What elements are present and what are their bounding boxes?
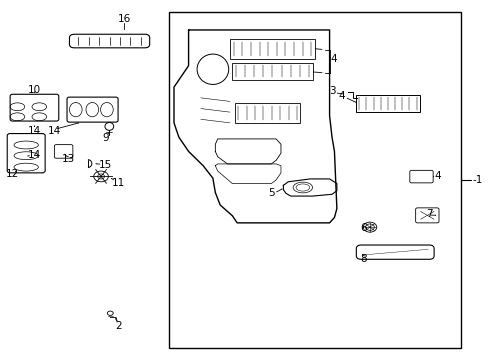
Bar [169,12,460,348]
Bar [232,63,312,80]
Text: 2: 2 [115,321,121,331]
Text: 6: 6 [360,223,366,233]
Text: -1: -1 [471,175,482,185]
Text: 8: 8 [360,253,366,264]
Text: 14: 14 [28,126,41,136]
Text: 4: 4 [329,54,336,64]
Text: 10: 10 [28,85,41,95]
Text: 4: 4 [433,171,440,181]
Bar [234,103,300,123]
Bar [229,39,314,59]
Text: 15: 15 [99,160,112,170]
Text: 7: 7 [425,209,432,219]
Bar [356,95,419,112]
Text: 5: 5 [267,188,274,198]
Text: 14: 14 [48,126,61,136]
Text: 16: 16 [118,14,131,24]
Text: 14: 14 [28,150,41,160]
Text: 9: 9 [102,133,109,143]
Text: 11: 11 [111,178,124,188]
Text: 12: 12 [5,168,19,179]
Text: 3: 3 [328,86,335,96]
Text: 4: 4 [338,91,345,101]
Text: 13: 13 [62,154,75,164]
